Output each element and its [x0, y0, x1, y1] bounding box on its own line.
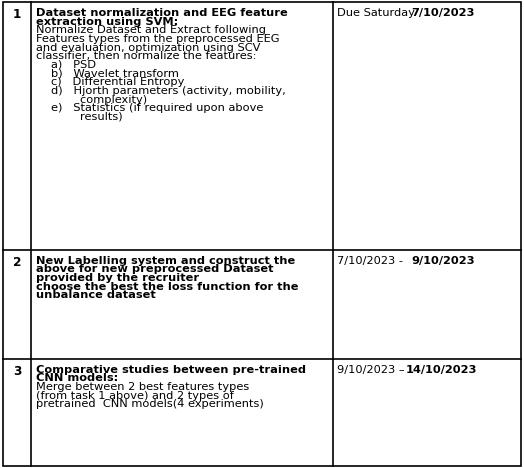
- Text: Features types from the preprocessed EEG: Features types from the preprocessed EEG: [36, 34, 279, 44]
- Text: 14/10/2023: 14/10/2023: [405, 365, 477, 375]
- Bar: [3, 2, 31, 250]
- Text: Normalize Dataset and Extract following: Normalize Dataset and Extract following: [36, 25, 266, 35]
- Text: results): results): [51, 112, 123, 122]
- Text: a)   PSD: a) PSD: [51, 60, 96, 70]
- Text: 7/10/2023 -: 7/10/2023 -: [337, 256, 410, 266]
- Text: New Labelling system and construct the: New Labelling system and construct the: [36, 256, 295, 266]
- Text: extraction using SVM:: extraction using SVM:: [36, 16, 178, 27]
- Text: provided by the recruiter: provided by the recruiter: [36, 273, 199, 283]
- Bar: [333, 250, 524, 359]
- Text: 2: 2: [13, 256, 21, 269]
- Text: choose the best the loss function for the: choose the best the loss function for th…: [36, 282, 298, 292]
- Text: e)   Statistics (if required upon above: e) Statistics (if required upon above: [51, 103, 264, 113]
- Text: c)   Differential Entropy: c) Differential Entropy: [51, 77, 185, 87]
- Text: 9/10/2023: 9/10/2023: [411, 256, 475, 266]
- Bar: [31, 250, 333, 359]
- Text: CNN models:: CNN models:: [36, 373, 118, 383]
- Text: 9/10/2023 –: 9/10/2023 –: [337, 365, 408, 375]
- Text: above for new preprocessed Dataset: above for new preprocessed Dataset: [36, 264, 273, 275]
- Text: (from task 1 above) and 2 types of: (from task 1 above) and 2 types of: [36, 391, 234, 401]
- Text: 3: 3: [13, 365, 21, 378]
- Text: 7/10/2023: 7/10/2023: [411, 8, 474, 18]
- Text: pretrained  CNN models(4 experiments): pretrained CNN models(4 experiments): [36, 399, 264, 410]
- Text: unbalance dataset: unbalance dataset: [36, 291, 156, 300]
- Bar: [3, 359, 31, 466]
- Bar: [333, 2, 524, 250]
- Bar: [31, 359, 333, 466]
- Text: Due Saturday: Due Saturday: [337, 8, 419, 18]
- Text: Comparative studies between pre-trained: Comparative studies between pre-trained: [36, 365, 305, 375]
- Bar: [333, 359, 524, 466]
- Text: d)   Hjorth parameters (activity, mobility,: d) Hjorth parameters (activity, mobility…: [51, 86, 286, 96]
- Text: Dataset normalization and EEG feature: Dataset normalization and EEG feature: [36, 8, 287, 18]
- Bar: [31, 2, 333, 250]
- Text: classifier, then normalize the features:: classifier, then normalize the features:: [36, 51, 256, 61]
- Text: Merge between 2 best features types: Merge between 2 best features types: [36, 382, 249, 392]
- Bar: [3, 250, 31, 359]
- Text: complexity): complexity): [51, 95, 147, 104]
- Text: b)   Wavelet transform: b) Wavelet transform: [51, 68, 179, 79]
- Text: and evaluation, optimization using SCV: and evaluation, optimization using SCV: [36, 43, 260, 52]
- Text: 1: 1: [13, 8, 21, 21]
